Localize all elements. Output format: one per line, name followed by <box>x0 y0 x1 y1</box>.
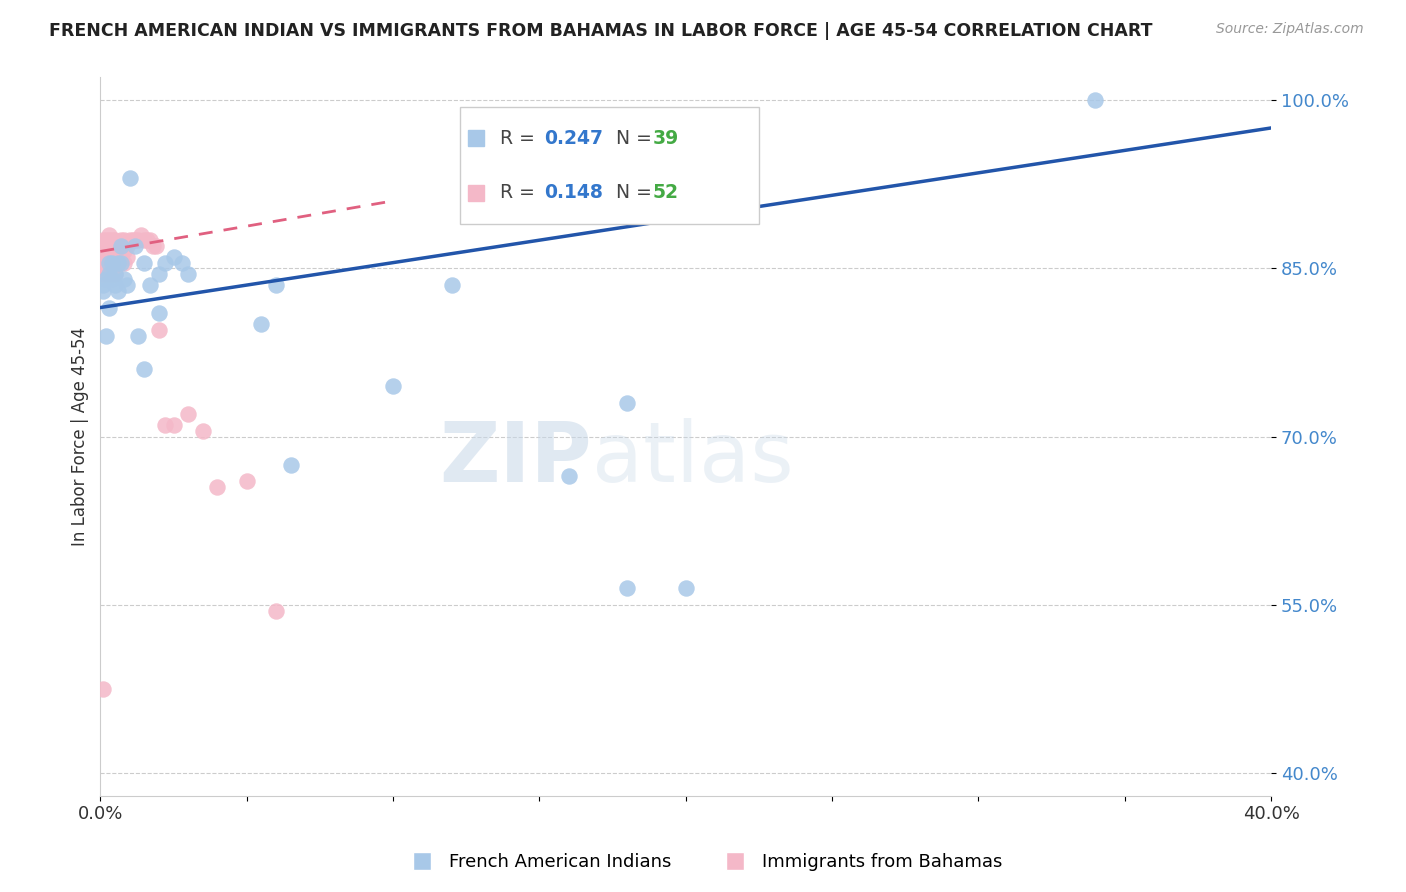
Point <box>98 267 121 281</box>
Point <box>134 255 156 269</box>
Point <box>177 407 200 421</box>
Point <box>557 468 579 483</box>
Point <box>107 255 129 269</box>
Point <box>145 239 167 253</box>
Point <box>127 233 149 247</box>
Point <box>98 227 121 242</box>
Point <box>162 418 184 433</box>
Point <box>91 284 114 298</box>
Point <box>107 284 129 298</box>
Point <box>280 458 302 472</box>
Point <box>101 244 124 259</box>
Point <box>148 306 170 320</box>
Point <box>104 267 127 281</box>
Point <box>104 267 127 281</box>
Point <box>136 233 159 247</box>
Point <box>107 239 129 253</box>
Point <box>107 250 129 264</box>
Point <box>440 278 463 293</box>
Point <box>172 255 194 269</box>
Point <box>96 244 118 259</box>
Point <box>121 233 143 247</box>
Point <box>98 255 121 269</box>
Point <box>98 233 121 247</box>
Point <box>112 255 135 269</box>
Text: ZIP: ZIP <box>440 417 592 499</box>
Point <box>91 255 114 269</box>
Point <box>207 480 229 494</box>
Point <box>98 301 121 315</box>
Point <box>124 233 146 247</box>
Point <box>118 171 141 186</box>
Legend: French American Indians, Immigrants from Bahamas: French American Indians, Immigrants from… <box>396 847 1010 879</box>
Point <box>101 272 124 286</box>
Point <box>91 267 114 281</box>
Point <box>98 250 121 264</box>
Point <box>96 267 118 281</box>
Point <box>153 255 176 269</box>
Point <box>96 255 118 269</box>
Point <box>96 328 118 343</box>
Point <box>382 379 405 393</box>
Point <box>98 244 121 259</box>
Point <box>616 396 638 410</box>
Point <box>110 250 132 264</box>
Point <box>101 233 124 247</box>
Point <box>1084 93 1107 107</box>
Point <box>118 233 141 247</box>
Point <box>115 278 138 293</box>
Point <box>112 272 135 286</box>
Point <box>264 603 287 617</box>
Point <box>96 272 118 286</box>
Point <box>98 267 121 281</box>
Point <box>134 362 156 376</box>
Point <box>112 233 135 247</box>
Point <box>104 244 127 259</box>
Point <box>124 239 146 253</box>
Point <box>177 267 200 281</box>
Point <box>91 233 114 247</box>
Point <box>139 278 162 293</box>
Point <box>264 278 287 293</box>
Point <box>104 278 127 293</box>
Point <box>98 255 121 269</box>
Point <box>134 233 156 247</box>
Point <box>139 233 162 247</box>
Point <box>115 239 138 253</box>
Point <box>148 267 170 281</box>
Point <box>191 424 214 438</box>
Point <box>115 250 138 264</box>
Point <box>91 244 114 259</box>
Point <box>104 233 127 247</box>
Point <box>107 255 129 269</box>
Point <box>142 239 165 253</box>
Point <box>250 318 273 332</box>
Point <box>110 255 132 269</box>
Y-axis label: In Labor Force | Age 45-54: In Labor Force | Age 45-54 <box>72 327 89 546</box>
Point <box>91 278 114 293</box>
Point <box>101 255 124 269</box>
Point <box>112 244 135 259</box>
Point <box>101 267 124 281</box>
Point <box>162 250 184 264</box>
Point <box>616 581 638 595</box>
Point <box>101 255 124 269</box>
Text: FRENCH AMERICAN INDIAN VS IMMIGRANTS FROM BAHAMAS IN LABOR FORCE | AGE 45-54 COR: FRENCH AMERICAN INDIAN VS IMMIGRANTS FRO… <box>49 22 1153 40</box>
Point <box>110 233 132 247</box>
Point <box>675 581 697 595</box>
Point <box>104 255 127 269</box>
Text: atlas: atlas <box>592 417 794 499</box>
Point <box>235 475 257 489</box>
Point <box>127 328 149 343</box>
Point <box>148 323 170 337</box>
Text: Source: ZipAtlas.com: Source: ZipAtlas.com <box>1216 22 1364 37</box>
Point <box>110 239 132 253</box>
Point <box>131 227 153 242</box>
Point <box>153 418 176 433</box>
Point <box>91 682 114 697</box>
Point <box>110 244 132 259</box>
Point <box>96 233 118 247</box>
